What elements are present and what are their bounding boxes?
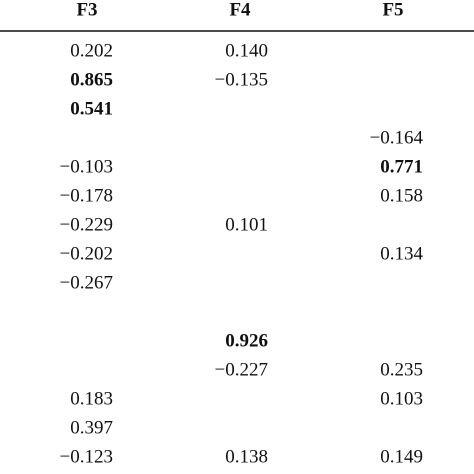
column-header: F5 (382, 0, 403, 20)
table-cell: 0.134 (380, 243, 423, 264)
table-cell: 0.140 (225, 40, 268, 61)
table-cell: −0.123 (60, 446, 113, 467)
column-header: F3 (76, 0, 97, 20)
table-cell: −0.229 (60, 214, 113, 235)
table-cell: −0.164 (370, 127, 424, 148)
table-cell: 0.541 (70, 98, 113, 119)
table-cell: −0.227 (215, 359, 268, 380)
table-cell: 0.926 (225, 330, 268, 351)
table-cell: 0.158 (380, 185, 423, 206)
table-cell: −0.202 (60, 243, 113, 264)
column-header: F4 (229, 0, 251, 20)
table-cell: −0.267 (60, 272, 113, 293)
table-cell: 0.202 (70, 40, 113, 61)
table-cell: 0.235 (380, 359, 423, 380)
table-cell: 0.397 (70, 417, 113, 438)
table-cell: 0.183 (70, 388, 113, 409)
table-cell: 0.771 (380, 156, 423, 177)
table-cell: 0.138 (225, 446, 268, 467)
table-cell: 0.865 (70, 69, 113, 90)
table-cell: 0.101 (225, 214, 268, 235)
table-cell: −0.103 (60, 156, 113, 177)
table-cell: 0.149 (380, 446, 423, 467)
table-cell: −0.135 (215, 69, 268, 90)
table-cell: 0.103 (380, 388, 423, 409)
table-cell: −0.178 (60, 185, 113, 206)
